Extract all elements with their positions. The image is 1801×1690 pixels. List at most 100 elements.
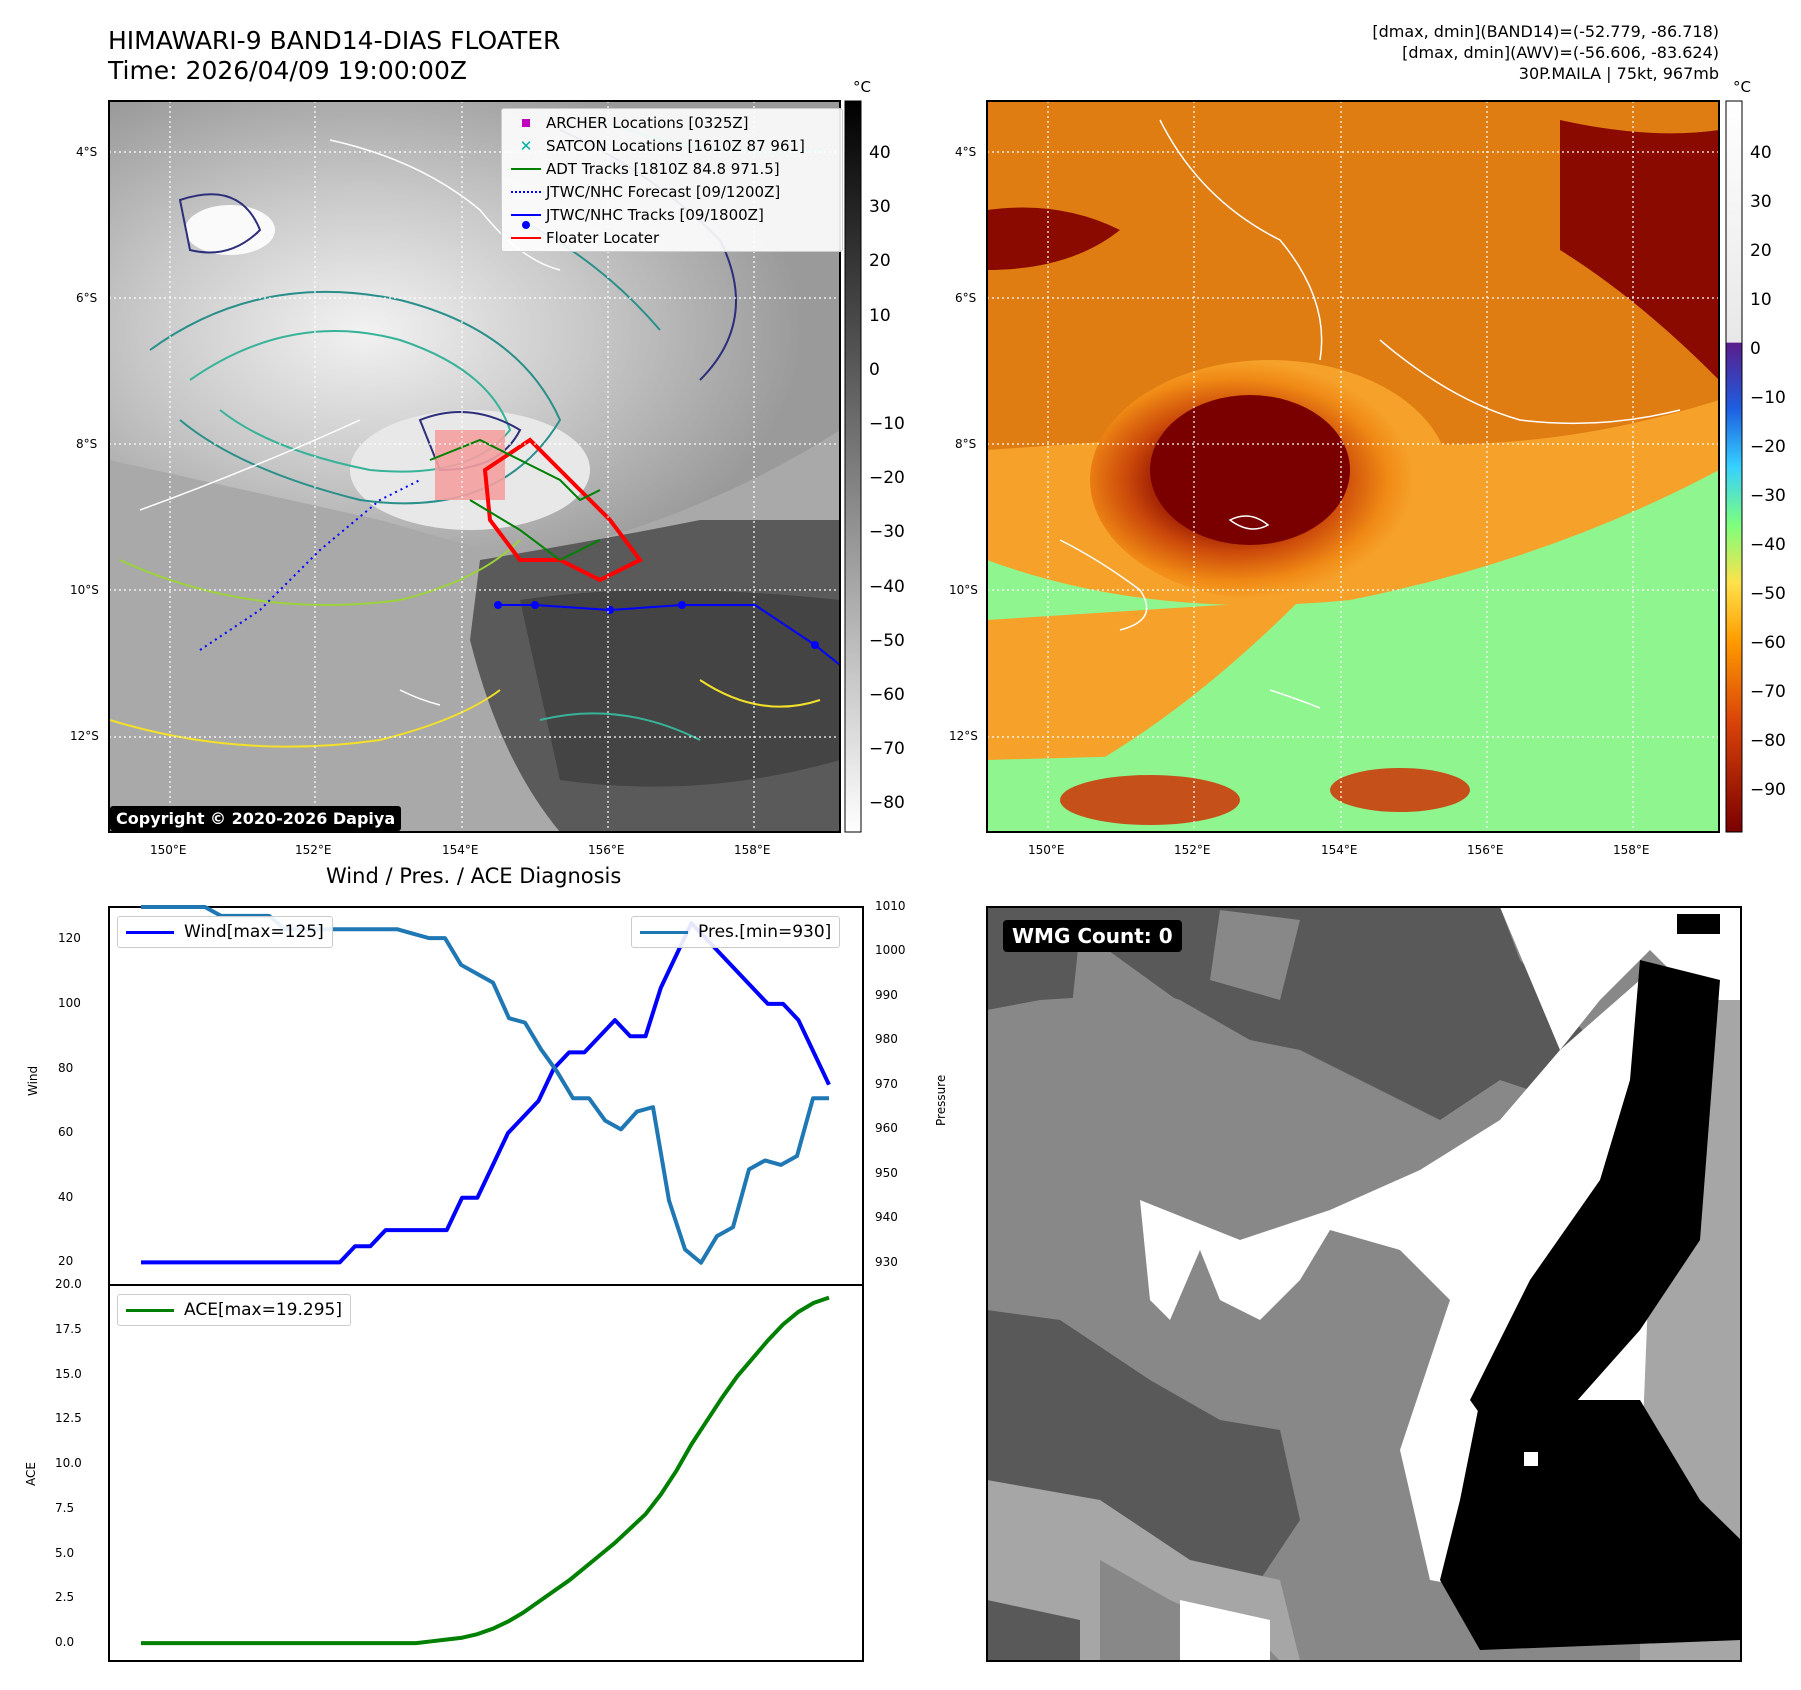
dotted-line-icon bbox=[506, 190, 546, 193]
lat-label-8s: 8°S bbox=[76, 437, 98, 451]
diagnosis-title: Wind / Pres. / ACE Diagnosis bbox=[326, 864, 622, 888]
info-line1: [dmax, dmin](BAND14)=(-52.779, -86.718) bbox=[1372, 22, 1719, 41]
left-colorbar-tick: 10 bbox=[869, 305, 891, 326]
lon-label-150e: 150°E bbox=[150, 843, 187, 857]
left-colorbar-tick: −50 bbox=[869, 630, 905, 651]
right-colorbar-tick: −30 bbox=[1750, 486, 1786, 506]
red-line-icon bbox=[506, 236, 546, 239]
ace-y-tick: 12.5 bbox=[55, 1411, 82, 1426]
left-colorbar-tick: −60 bbox=[869, 685, 905, 705]
pressure-y-tick: 980 bbox=[875, 1032, 898, 1047]
line-dot-icon bbox=[506, 213, 546, 229]
pressure-y-tick: 1000 bbox=[875, 943, 906, 958]
pressure-y-tick: 930 bbox=[875, 1254, 898, 1269]
left-colorbar bbox=[844, 100, 862, 833]
legend-item-archer: ARCHER Locations [0325Z] bbox=[506, 111, 838, 134]
pressure-y-tick: 1010 bbox=[875, 899, 906, 913]
left-colorbar-tick: −30 bbox=[869, 522, 905, 543]
pressure-y-tick: 960 bbox=[875, 1121, 898, 1136]
pressure-y-tick: 970 bbox=[875, 1076, 898, 1091]
right-lat-label-4s: 4°S bbox=[955, 145, 977, 159]
map-legend: ARCHER Locations [0325Z] ✕ SATCON Locati… bbox=[501, 108, 843, 252]
ace-y-tick: 0.0 bbox=[55, 1635, 75, 1650]
right-lon-label-152e: 152°E bbox=[1174, 843, 1211, 857]
lat-label-4s: 4°S bbox=[76, 145, 98, 159]
legend-item-adt: ADT Tracks [1810Z 84.8 971.5] bbox=[506, 157, 838, 180]
right-colorbar-tick: −20 bbox=[1750, 437, 1786, 457]
right-lon-label-158e: 158°E bbox=[1613, 843, 1650, 857]
map-title-line1: HIMAWARI-9 BAND14-DIAS FLOATER bbox=[108, 26, 561, 55]
ace-axis-label: ACE bbox=[24, 1462, 38, 1486]
lon-label-152e: 152°E bbox=[295, 843, 332, 857]
x-marker-icon: ✕ bbox=[519, 136, 533, 155]
right-lon-label-154e: 154°E bbox=[1321, 843, 1358, 857]
wind-y-tick: 100 bbox=[58, 995, 81, 1010]
left-colorbar-tick: −40 bbox=[869, 576, 905, 597]
right-colorbar-tick: 10 bbox=[1750, 290, 1772, 310]
left-colorbar-tick: −70 bbox=[869, 739, 905, 760]
wind-pressure-chart bbox=[108, 905, 864, 1286]
right-colorbar-tick: −40 bbox=[1750, 535, 1786, 555]
pressure-y-tick: 940 bbox=[875, 1210, 898, 1225]
right-colorbar-tick: 20 bbox=[1750, 241, 1772, 261]
ace-y-tick: 2.5 bbox=[55, 1590, 75, 1605]
right-colorbar-tick: 40 bbox=[1750, 143, 1772, 163]
right-lon-label-150e: 150°E bbox=[1028, 843, 1065, 857]
square-marker-icon bbox=[506, 118, 546, 127]
pressure-legend: Pres.[min=930] bbox=[631, 916, 841, 948]
wind-line-icon bbox=[126, 930, 174, 934]
wind-y-tick: 120 bbox=[58, 931, 81, 946]
lat-label-6s: 6°S bbox=[76, 291, 98, 305]
left-colorbar-tick: −80 bbox=[869, 793, 905, 814]
lon-label-158e: 158°E bbox=[734, 843, 771, 857]
wmg-panel bbox=[986, 906, 1742, 1662]
ace-line-icon bbox=[126, 1308, 174, 1312]
lon-label-156e: 156°E bbox=[588, 843, 625, 857]
legend-item-floater: Floater Locater bbox=[506, 226, 838, 249]
right-colorbar-tick: −60 bbox=[1750, 633, 1786, 653]
legend-item-satcon: ✕ SATCON Locations [1610Z 87 961] bbox=[506, 134, 838, 157]
right-colorbar bbox=[1725, 100, 1743, 833]
wmg-count-badge: WMG Count: 0 bbox=[1003, 920, 1182, 952]
map-title-line2: Time: 2026/04/09 19:00:00Z bbox=[108, 56, 467, 85]
left-colorbar-tick: 30 bbox=[869, 197, 891, 218]
right-lon-label-156e: 156°E bbox=[1467, 843, 1504, 857]
copyright-badge: Copyright © 2020-2026 Dapiya bbox=[110, 806, 402, 831]
info-line3: 30P.MAILA | 75kt, 967mb bbox=[1518, 64, 1719, 83]
left-colorbar-tick: 20 bbox=[869, 251, 891, 272]
ace-y-tick: 10.0 bbox=[55, 1456, 82, 1471]
lat-label-12s: 12°S bbox=[70, 729, 99, 743]
left-colorbar-tick: −20 bbox=[869, 468, 905, 489]
lon-label-154e: 154°E bbox=[442, 843, 479, 857]
wind-y-tick: 20 bbox=[58, 1254, 74, 1269]
ace-y-tick: 20.0 bbox=[55, 1277, 82, 1291]
ace-y-tick: 7.5 bbox=[55, 1500, 75, 1515]
wind-y-tick: 40 bbox=[58, 1189, 74, 1204]
left-colorbar-unit: °C bbox=[853, 78, 871, 96]
ace-y-tick: 5.0 bbox=[55, 1545, 75, 1560]
info-line2: [dmax, dmin](AWV)=(-56.606, -83.624) bbox=[1402, 43, 1719, 62]
right-colorbar-tick: −90 bbox=[1750, 780, 1786, 800]
right-colorbar-tick: −70 bbox=[1750, 682, 1786, 702]
ace-y-tick: 17.5 bbox=[55, 1321, 82, 1336]
right-colorbar-unit: °C bbox=[1733, 78, 1751, 96]
pressure-line-icon bbox=[640, 930, 688, 934]
right-colorbar-tick: −10 bbox=[1750, 388, 1786, 408]
ace-legend: ACE[max=19.295] bbox=[117, 1294, 351, 1326]
legend-item-forecast: JTWC/NHC Forecast [09/1200Z] bbox=[506, 180, 838, 203]
right-lat-label-8s: 8°S bbox=[955, 437, 977, 451]
ace-series-line bbox=[141, 1295, 830, 1646]
right-colorbar-tick: 30 bbox=[1750, 192, 1772, 212]
left-colorbar-tick: −10 bbox=[869, 414, 905, 434]
wind-y-tick: 60 bbox=[58, 1125, 74, 1140]
lat-label-10s: 10°S bbox=[70, 583, 99, 597]
legend-item-tracks: JTWC/NHC Tracks [09/1800Z] bbox=[506, 203, 838, 229]
right-colorbar-tick: −80 bbox=[1750, 731, 1786, 751]
left-colorbar-tick: 0 bbox=[869, 359, 880, 380]
ace-y-tick: 15.0 bbox=[55, 1366, 82, 1381]
pressure-series-line bbox=[141, 905, 829, 1265]
wind-legend: Wind[max=125] bbox=[117, 916, 333, 948]
right-lat-label-12s: 12°S bbox=[949, 729, 978, 743]
pressure-y-tick: 990 bbox=[875, 987, 898, 1002]
pressure-axis-label: Pressure bbox=[934, 1074, 948, 1126]
